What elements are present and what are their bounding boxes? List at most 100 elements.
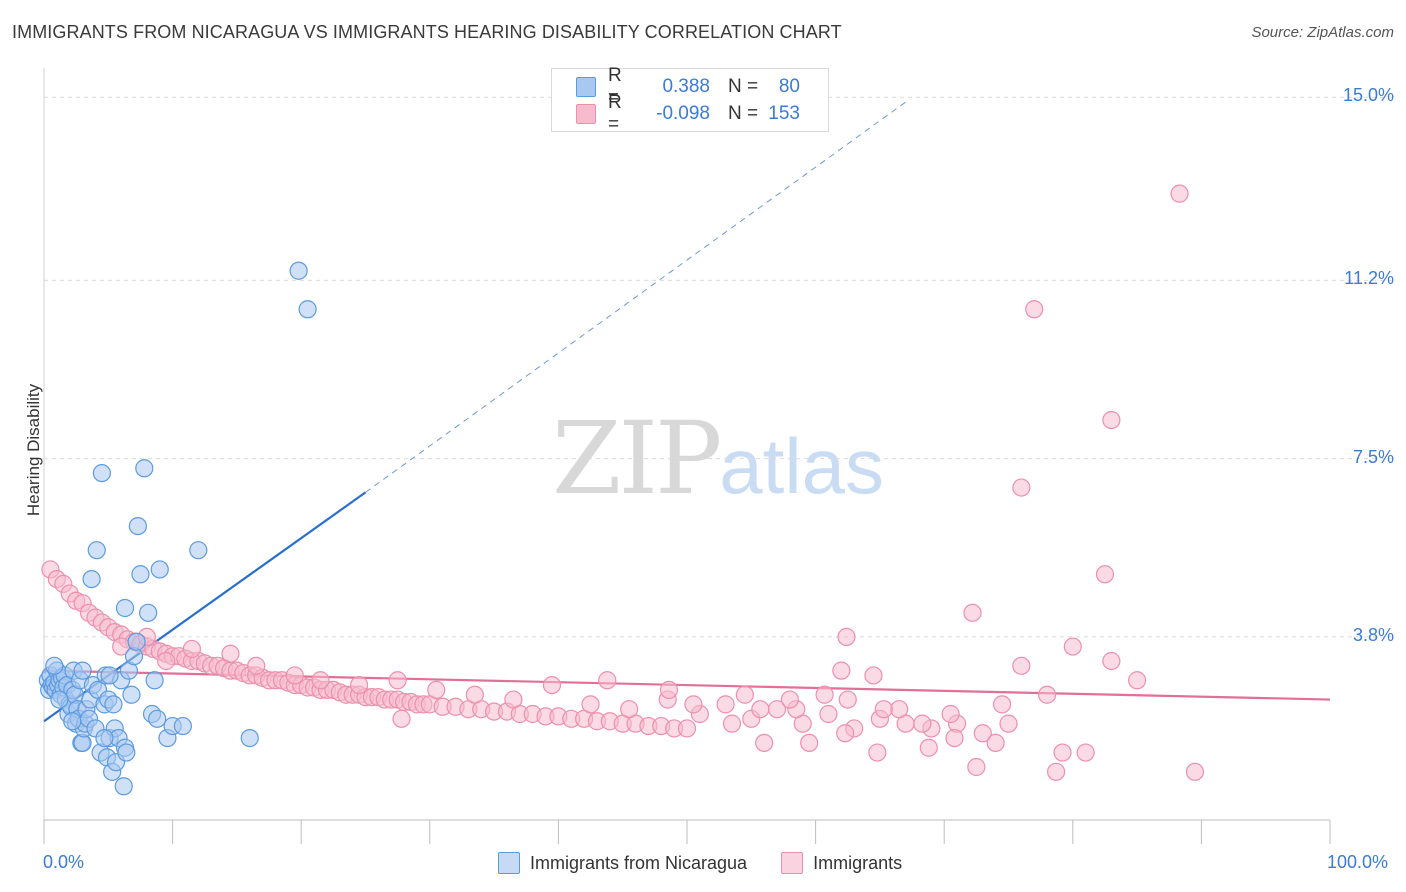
point-nicaragua-65 [173,716,192,736]
y-tick-label-1: 7.5% [1352,446,1394,467]
point-immigrants-133 [1095,565,1115,584]
point-nicaragua-72 [128,516,147,536]
series-name-immigrants: Immigrants [813,852,903,873]
point-immigrants-115 [941,704,960,724]
point-nicaragua-68 [289,261,308,280]
watermark-sub: atlas [719,422,885,510]
point-immigrants-123 [919,738,938,757]
point-immigrants-121 [836,724,855,743]
point-nicaragua-57 [135,459,154,478]
point-immigrants-137 [1170,184,1189,203]
trend-lines [43,101,1331,723]
point-immigrants-87 [311,671,330,690]
series-legend: Immigrants from Nicaragua Immigrants [498,852,936,874]
point-nicaragua-58 [139,603,158,622]
legend-n-value: 153 [768,103,800,124]
point-immigrants-84 [221,644,240,663]
legend-n-value: 80 [778,76,800,97]
point-immigrants-89 [388,671,407,690]
point-immigrants-145 [913,714,932,733]
legend-swatch-pink [576,104,596,124]
point-nicaragua-55 [127,632,146,651]
point-nicaragua-66 [189,541,208,560]
point-immigrants-98 [716,695,735,714]
legend-n-label: N = [728,103,759,124]
legend-r-label: R = [608,65,622,108]
y-axis-label: Hearing Disability [24,383,43,517]
point-immigrants-85 [247,656,266,675]
point-immigrants-88 [349,675,369,695]
chart-title: IMMIGRANTS FROM NICARAGUA VS IMMIGRANTS … [12,22,842,42]
point-immigrants-136 [1102,410,1121,430]
point-immigrants-79 [677,719,697,738]
point-immigrants-142 [751,700,770,719]
point-immigrants-111 [735,685,754,704]
data-points [38,184,1205,796]
y-axis-label-wrap: Hearing Disability [14,360,44,560]
point-immigrants-113 [838,690,857,709]
point-immigrants-110 [684,695,703,714]
point-immigrants-146 [963,603,982,622]
point-nicaragua-78 [45,656,64,675]
point-nicaragua-37 [92,463,111,483]
series-legend-item-immigrants: Immigrants [781,852,902,874]
point-immigrants-102 [819,704,838,724]
point-immigrants-150 [815,685,834,704]
legend-swatch-blue [576,77,596,97]
point-nicaragua-71 [82,569,101,589]
point-nicaragua-60 [145,671,164,690]
point-immigrants-116 [992,695,1012,714]
point-immigrants-114 [890,700,909,719]
point-nicaragua-51 [117,743,136,762]
point-immigrants-151 [392,709,411,728]
point-immigrants-134 [1012,478,1031,497]
trend-line-nicaragua-extension [365,101,906,493]
point-immigrants-86 [285,666,304,685]
point-immigrants-119 [864,666,883,685]
point-nicaragua-79 [95,728,114,748]
point-immigrants-95 [620,700,639,719]
point-nicaragua-73 [115,598,135,618]
point-immigrants-90 [427,680,446,700]
point-nicaragua-70 [87,541,106,560]
legend-r-value: 0.388 [662,76,710,97]
legend-r-value: -0.098 [656,103,710,124]
point-immigrants-147 [598,671,617,690]
point-nicaragua-49 [114,777,133,796]
point-immigrants-141 [780,690,799,709]
point-immigrants-124 [945,728,964,748]
series-swatch-pink [781,852,804,874]
point-immigrants-82 [157,651,176,671]
series-swatch-blue [498,852,520,874]
point-immigrants-92 [504,690,523,709]
point-immigrants-132 [1063,637,1082,656]
point-nicaragua-62 [150,560,169,579]
point-immigrants-138 [1046,762,1066,781]
point-immigrants-143 [722,714,742,733]
point-immigrants-109 [999,714,1018,733]
series-legend-item-nicaragua: Immigrants from Nicaragua [498,852,747,874]
point-immigrants-118 [832,661,851,680]
point-immigrants-127 [1053,743,1072,762]
legend-row-immigrants: R = -0.098 N = 153 [576,92,800,135]
legend-r-label: R = [608,92,622,135]
point-nicaragua-69 [298,300,317,319]
y-tick-label-0: 3.8% [1352,624,1394,645]
y-tick-label-2: 11.2% [1344,268,1394,289]
point-immigrants-140 [837,627,856,647]
legend-row-nicaragua: R = 0.388 N = 80 [576,65,800,108]
point-immigrants-108 [973,724,992,743]
point-immigrants-130 [1127,671,1147,690]
point-nicaragua-67 [240,728,259,748]
point-immigrants-144 [874,700,893,719]
correlation-legend: R = 0.388 N = 80 R = -0.098 N = 153 [551,65,829,135]
point-immigrants-125 [967,757,986,777]
point-immigrants-135 [1025,300,1044,319]
point-immigrants-131 [1012,656,1031,675]
y-tick-label-3: 15.0% [1342,85,1394,106]
x-tick-label-min: 0.0% [43,852,85,872]
point-immigrants-93 [542,675,562,695]
point-nicaragua-61 [148,709,167,728]
point-immigrants-120 [800,733,819,753]
point-immigrants-129 [1102,651,1121,671]
